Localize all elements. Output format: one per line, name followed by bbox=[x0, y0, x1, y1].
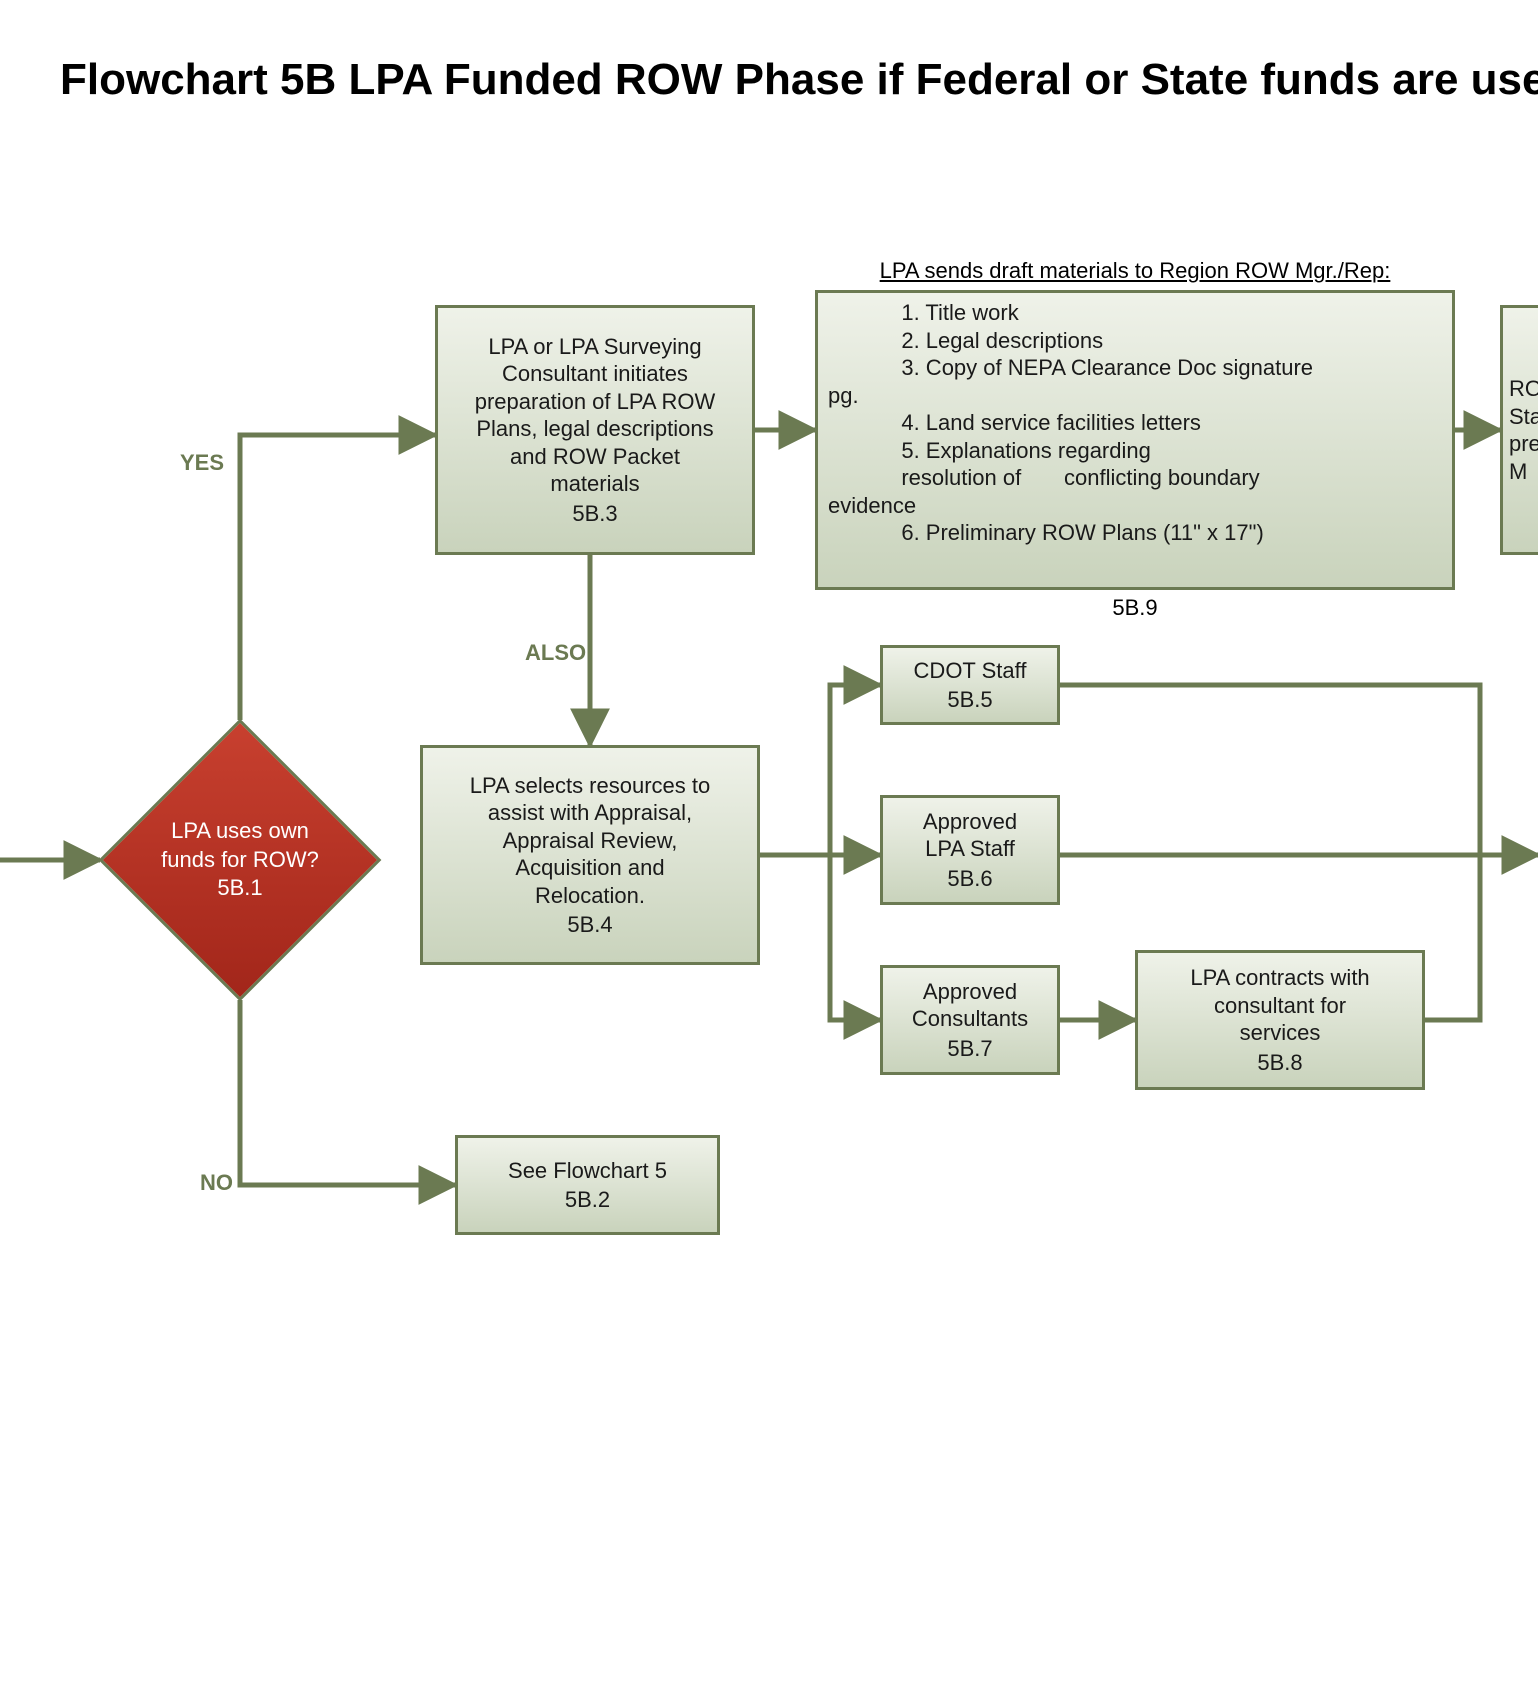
process-5b9-l3: 3. Copy of NEPA Clearance Doc signature bbox=[828, 354, 1442, 382]
process-5b5: CDOT Staff 5B.5 bbox=[880, 645, 1060, 725]
process-5b3-l5: and ROW Packet bbox=[510, 443, 680, 471]
decision-5b1: LPA uses own funds for ROW? 5B.1 bbox=[100, 720, 380, 1000]
process-5b3-l1: LPA or LPA Surveying bbox=[488, 333, 701, 361]
process-5b5-ref: 5B.5 bbox=[947, 686, 992, 714]
process-5b4-l3: Appraisal Review, bbox=[503, 827, 678, 855]
decision-5b1-line1: LPA uses own bbox=[171, 817, 309, 846]
process-5b9-header: LPA sends draft materials to Region ROW … bbox=[815, 258, 1455, 284]
decision-5b1-ref: 5B.1 bbox=[217, 874, 262, 903]
process-5b2-ref: 5B.2 bbox=[565, 1186, 610, 1214]
process-5b8-l1: LPA contracts with bbox=[1190, 964, 1369, 992]
process-5b9: 1. Title work 2. Legal descriptions 3. C… bbox=[815, 290, 1455, 590]
label-also: ALSO bbox=[525, 640, 586, 666]
process-5b9-l5: 4. Land service facilities letters bbox=[828, 409, 1442, 437]
process-5b10-l3: pre bbox=[1509, 430, 1538, 458]
label-yes: YES bbox=[180, 450, 224, 476]
process-5b8: LPA contracts with consultant for servic… bbox=[1135, 950, 1425, 1090]
process-5b8-l3: services bbox=[1240, 1019, 1321, 1047]
process-5b2-l1: See Flowchart 5 bbox=[508, 1157, 667, 1185]
process-5b9-l7: resolution of conflicting boundary bbox=[828, 464, 1442, 492]
process-5b3-l4: Plans, legal descriptions bbox=[476, 415, 713, 443]
process-5b5-l1: CDOT Staff bbox=[914, 657, 1027, 685]
process-5b8-ref: 5B.8 bbox=[1257, 1049, 1302, 1077]
process-5b9-l9: 6. Preliminary ROW Plans (11" x 17") bbox=[828, 519, 1442, 547]
process-5b9-l8: evidence bbox=[828, 492, 1442, 520]
process-5b9-l2: 2. Legal descriptions bbox=[828, 327, 1442, 355]
process-5b10-l2: Sta bbox=[1509, 403, 1538, 431]
process-5b4-ref: 5B.4 bbox=[567, 911, 612, 939]
process-5b9-l1: 1. Title work bbox=[828, 299, 1442, 327]
label-no: NO bbox=[200, 1170, 233, 1196]
process-5b3-l6: materials bbox=[550, 470, 639, 498]
process-5b9-ref: 5B.9 bbox=[815, 595, 1455, 621]
process-5b9-l6: 5. Explanations regarding bbox=[828, 437, 1442, 465]
process-5b6-l2: LPA Staff bbox=[925, 835, 1015, 863]
process-5b6-ref: 5B.6 bbox=[947, 865, 992, 893]
process-5b4-l1: LPA selects resources to bbox=[470, 772, 711, 800]
process-5b6-l1: Approved bbox=[923, 808, 1017, 836]
process-5b4-l4: Acquisition and bbox=[515, 854, 664, 882]
flowchart-canvas: Flowchart 5B LPA Funded ROW Phase if Fed… bbox=[0, 0, 1538, 1693]
process-5b3: LPA or LPA Surveying Consultant initiate… bbox=[435, 305, 755, 555]
process-5b7: Approved Consultants 5B.7 bbox=[880, 965, 1060, 1075]
process-5b9-l4: pg. bbox=[828, 382, 1442, 410]
decision-5b1-line2: funds for ROW? bbox=[161, 846, 319, 875]
process-5b10-l1: RO bbox=[1509, 375, 1538, 403]
process-5b8-l2: consultant for bbox=[1214, 992, 1346, 1020]
process-5b6: Approved LPA Staff 5B.6 bbox=[880, 795, 1060, 905]
process-5b10-l4: M bbox=[1509, 458, 1527, 486]
process-5b4-l2: assist with Appraisal, bbox=[488, 799, 692, 827]
process-5b2: See Flowchart 5 5B.2 bbox=[455, 1135, 720, 1235]
process-5b7-ref: 5B.7 bbox=[947, 1035, 992, 1063]
process-5b3-ref: 5B.3 bbox=[572, 500, 617, 528]
page-title: Flowchart 5B LPA Funded ROW Phase if Fed… bbox=[60, 55, 1538, 105]
process-5b4: LPA selects resources to assist with App… bbox=[420, 745, 760, 965]
process-5b3-l2: Consultant initiates bbox=[502, 360, 688, 388]
process-5b4-l5: Relocation. bbox=[535, 882, 645, 910]
process-5b7-l2: Consultants bbox=[912, 1005, 1028, 1033]
process-5b10-clipped: RO Sta pre M bbox=[1500, 305, 1538, 555]
process-5b7-l1: Approved bbox=[923, 978, 1017, 1006]
process-5b3-l3: preparation of LPA ROW bbox=[475, 388, 716, 416]
